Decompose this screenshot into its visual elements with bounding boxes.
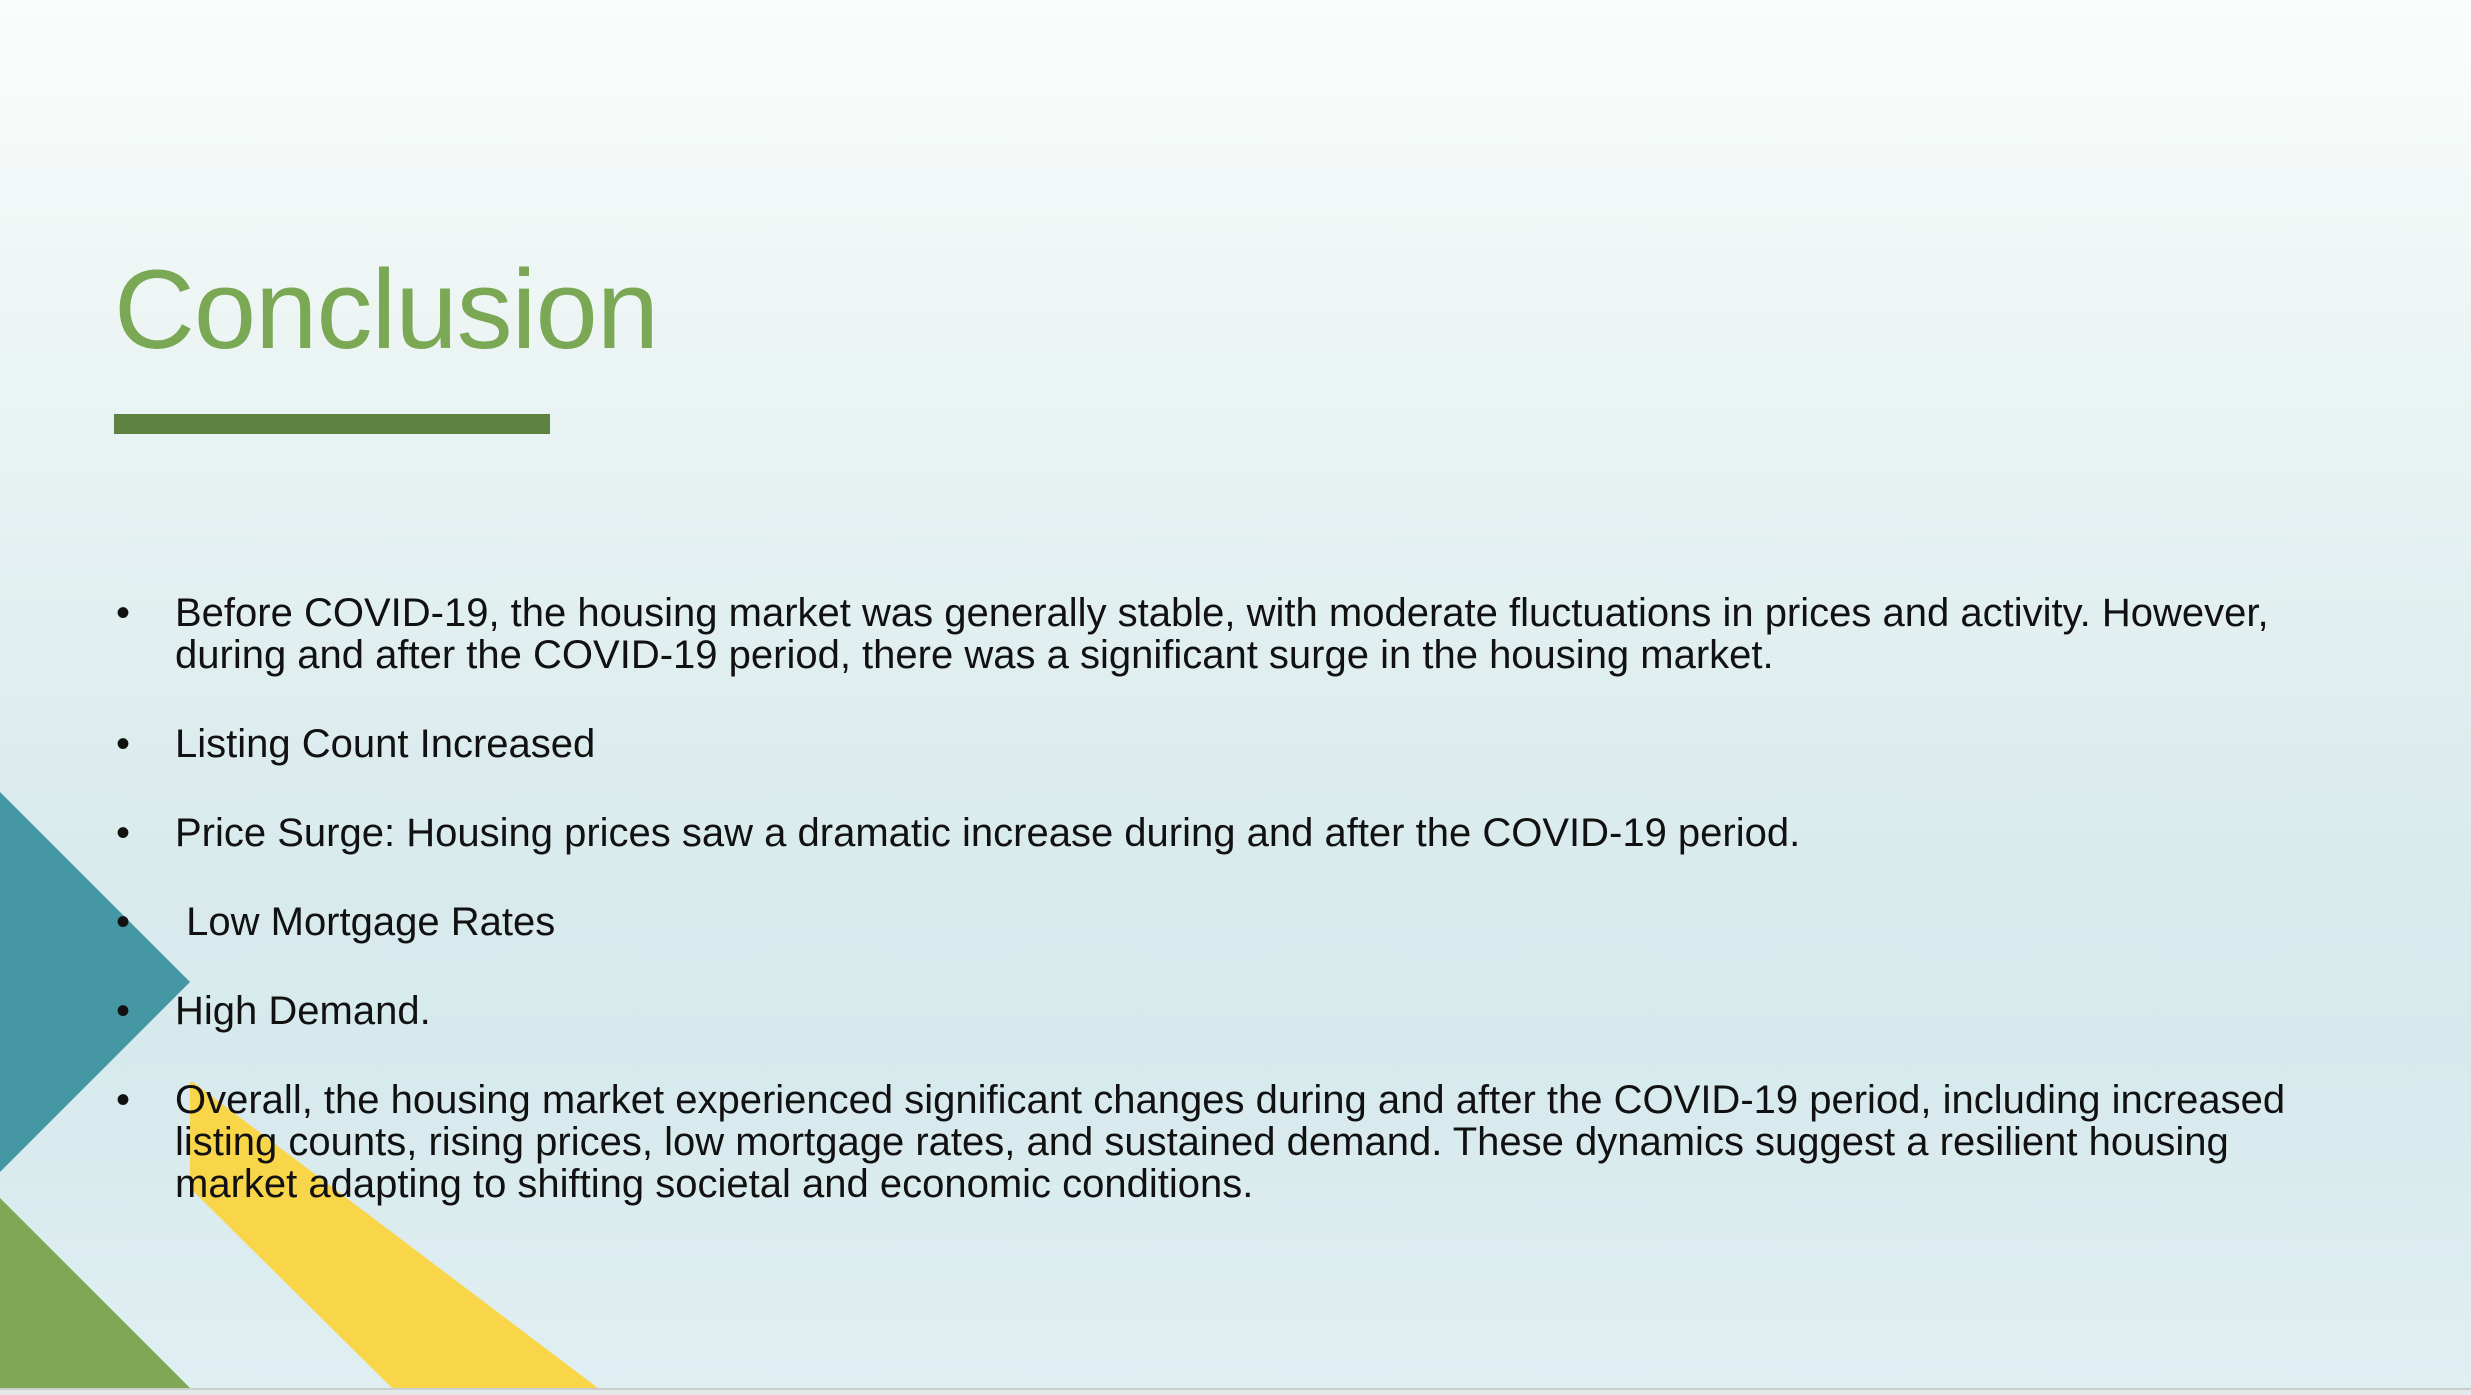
bullet-text: Low Mortgage Rates: [175, 900, 556, 944]
bullet-marker: •: [116, 722, 131, 766]
bullet-text: Listing Count Increased: [175, 722, 596, 766]
bullet-text: Overall, the housing market experienced …: [175, 1078, 2297, 1206]
bullet-marker: •: [116, 1078, 131, 1122]
bottom-edge-strip: [0, 1388, 2471, 1395]
bullet-marker: •: [116, 989, 131, 1033]
bullet-item-price-surge: • Price Surge: Housing prices saw a dram…: [0, 812, 2300, 854]
bullet-text: Before COVID-19, the housing market was …: [175, 591, 2280, 677]
bullet-item-listing-count: • Listing Count Increased: [0, 723, 2300, 765]
yellow-band-shape: [190, 1082, 598, 1388]
bullet-text: Price Surge: Housing prices saw a dramat…: [175, 811, 1801, 855]
green-triangle-shape: [0, 1198, 190, 1388]
slide-title: Conclusion: [114, 247, 659, 372]
teal-triangle-shape: [0, 792, 190, 1172]
bullet-text: High Demand.: [175, 989, 431, 1033]
bullet-item-overall-summary: • Overall, the housing market experience…: [0, 1079, 2300, 1205]
bullet-item-covid-overview: • Before COVID-19, the housing market wa…: [0, 592, 2300, 676]
bullet-marker: •: [116, 900, 131, 944]
bullet-marker: •: [116, 591, 131, 635]
bullet-item-low-mortgage-rates: • Low Mortgage Rates: [0, 901, 2300, 943]
bullet-marker: •: [116, 811, 131, 855]
title-underline: [114, 414, 550, 434]
bullet-item-high-demand: • High Demand.: [0, 990, 2300, 1032]
bullet-list: • Before COVID-19, the housing market wa…: [0, 592, 2300, 1252]
